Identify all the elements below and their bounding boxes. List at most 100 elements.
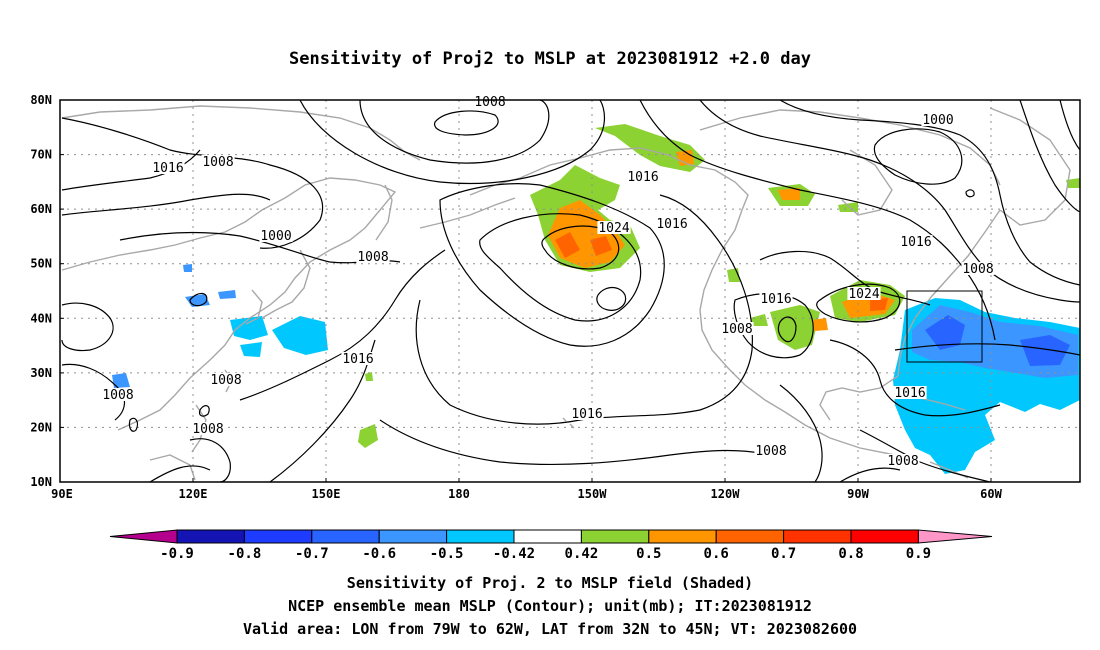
mslp-contour <box>415 194 753 425</box>
contour-label: 1024 <box>848 287 879 302</box>
kamchatka-coastline <box>375 184 393 241</box>
negative-sensitivity-region <box>183 264 192 272</box>
mslp-contour <box>189 438 231 482</box>
colorbar-tick-label: -0.9 <box>160 546 194 562</box>
mslp-contour <box>479 213 642 322</box>
longitude-label: 120E <box>179 487 208 501</box>
mslp-contour <box>189 292 208 307</box>
mslp-contour <box>777 316 797 343</box>
contour-label: 1008 <box>210 373 241 388</box>
contour-label: 1008 <box>755 444 786 459</box>
colorbar-tick-label: -0.7 <box>295 546 329 562</box>
contour-label: 1016 <box>760 292 791 307</box>
mslp-contour <box>596 286 627 311</box>
mslp-contour <box>198 405 210 417</box>
longitude-label: 60W <box>980 487 1002 501</box>
longitude-label: 150W <box>578 487 608 501</box>
colorbar-tick-label: 0.5 <box>636 546 661 562</box>
positive-sensitivity-region <box>778 188 800 200</box>
mslp-contour <box>61 149 201 191</box>
positive-sensitivity-region <box>1066 178 1080 188</box>
colorbar-tick-label: 0.6 <box>704 546 729 562</box>
mslp-contour <box>439 183 665 347</box>
mslp-contour <box>1059 100 1080 151</box>
mslp-contour <box>699 100 1080 303</box>
mslp-contour <box>779 100 1080 286</box>
mslp-contour <box>541 225 620 270</box>
mslp-contour <box>61 117 324 249</box>
mslp-contour <box>816 283 901 323</box>
mslp-contour <box>149 465 211 482</box>
colorbar-segment <box>580 529 650 544</box>
contour-label: 1008 <box>357 250 388 265</box>
colorbar-tick-label: 0.8 <box>838 546 863 562</box>
page-title: Sensitivity of Proj2 to MSLP at 20230819… <box>289 49 811 69</box>
mslp-contour <box>299 100 605 185</box>
contour-label: 1016 <box>656 217 687 232</box>
caption-line-3: Valid area: LON from 79W to 62W, LAT fro… <box>242 620 858 638</box>
colorbar-segment <box>311 529 380 544</box>
mslp-contour <box>128 417 139 432</box>
mslp-contour <box>379 419 771 466</box>
asia-coastline <box>61 177 397 431</box>
colorbar-segment <box>715 529 785 544</box>
mslp-contour <box>859 429 991 482</box>
positive-sensitivity-region <box>358 424 378 448</box>
colorbar-segment <box>783 529 852 544</box>
mslp-contour <box>839 467 901 482</box>
contour-label: 1008 <box>192 422 223 437</box>
contour-label: 1016 <box>627 170 658 185</box>
hudson-bay-coastline <box>841 149 893 216</box>
colorbar-segment <box>446 529 515 544</box>
positive-sensitivity-region <box>812 318 828 331</box>
latitude-labels: 80N 70N 60N 50N 40N 30N 20N 10N <box>30 93 52 489</box>
caribbean-coastline <box>919 397 966 411</box>
contour-label: 1016 <box>571 407 602 422</box>
colorbar-segment <box>243 529 313 544</box>
mslp-contour <box>1019 100 1080 213</box>
valid-area-box <box>906 290 983 363</box>
mslp-contour <box>873 128 963 185</box>
colorbar <box>109 529 993 544</box>
colorbar-tick-label: 0.42 <box>565 546 599 562</box>
axis-ticks <box>59 99 992 483</box>
contour-label: 1008 <box>102 388 133 403</box>
latitude-label: 40N <box>30 311 52 325</box>
positive-sensitivity-region <box>365 372 373 381</box>
positive-sensitivity-region <box>838 202 858 212</box>
mslp-contour <box>829 339 1001 417</box>
contour-labels: 1008 1016 1008 1000 1008 1016 1008 1008 1008 1024… <box>101 95 995 469</box>
negative-sensitivity-region <box>240 342 262 357</box>
colorbar-segment <box>513 529 582 544</box>
colorbar-segment <box>176 529 245 544</box>
colorbar-tick-label: -0.6 <box>362 546 396 562</box>
colorbar-tick-label: 0.9 <box>906 546 931 562</box>
colorbar-segment <box>378 529 448 544</box>
korea-coastline <box>245 289 263 325</box>
contour-label: 1008 <box>721 322 752 337</box>
colorbar-tick-label: 0.7 <box>771 546 796 562</box>
mslp-contour <box>779 384 823 482</box>
contour-label: 1024 <box>598 221 629 236</box>
mslp-contour <box>61 193 271 216</box>
mslp-contour <box>759 250 931 306</box>
greenland-coastline <box>989 107 1071 226</box>
longitude-label: 90E <box>51 487 73 501</box>
colorbar-tick-label: -0.42 <box>493 546 535 562</box>
colorbar-labels: -0.9 -0.8 -0.7 -0.6 -0.5 -0.42 0.42 0.5 0.6 0.7 0.… <box>160 546 931 562</box>
japan-coastline <box>261 249 311 319</box>
positive-sensitivity-region <box>590 236 612 256</box>
negative-sensitivity-region <box>112 373 130 388</box>
colorbar-tick-label: -0.5 <box>430 546 464 562</box>
latitude-label: 50N <box>30 257 52 271</box>
mslp-contour <box>894 343 1080 356</box>
latitude-label: 70N <box>30 148 52 162</box>
caption-line-2: NCEP ensemble mean MSLP (Contour); unit(… <box>288 597 812 615</box>
longitude-label: 90W <box>847 487 869 501</box>
mslp-contour <box>359 100 550 164</box>
map-frame <box>59 99 1081 483</box>
contour-label: 1008 <box>474 95 505 110</box>
mslp-contour <box>61 302 114 352</box>
colorbar-right-arrow <box>917 529 993 544</box>
colorbar-left-arrow <box>109 529 178 544</box>
